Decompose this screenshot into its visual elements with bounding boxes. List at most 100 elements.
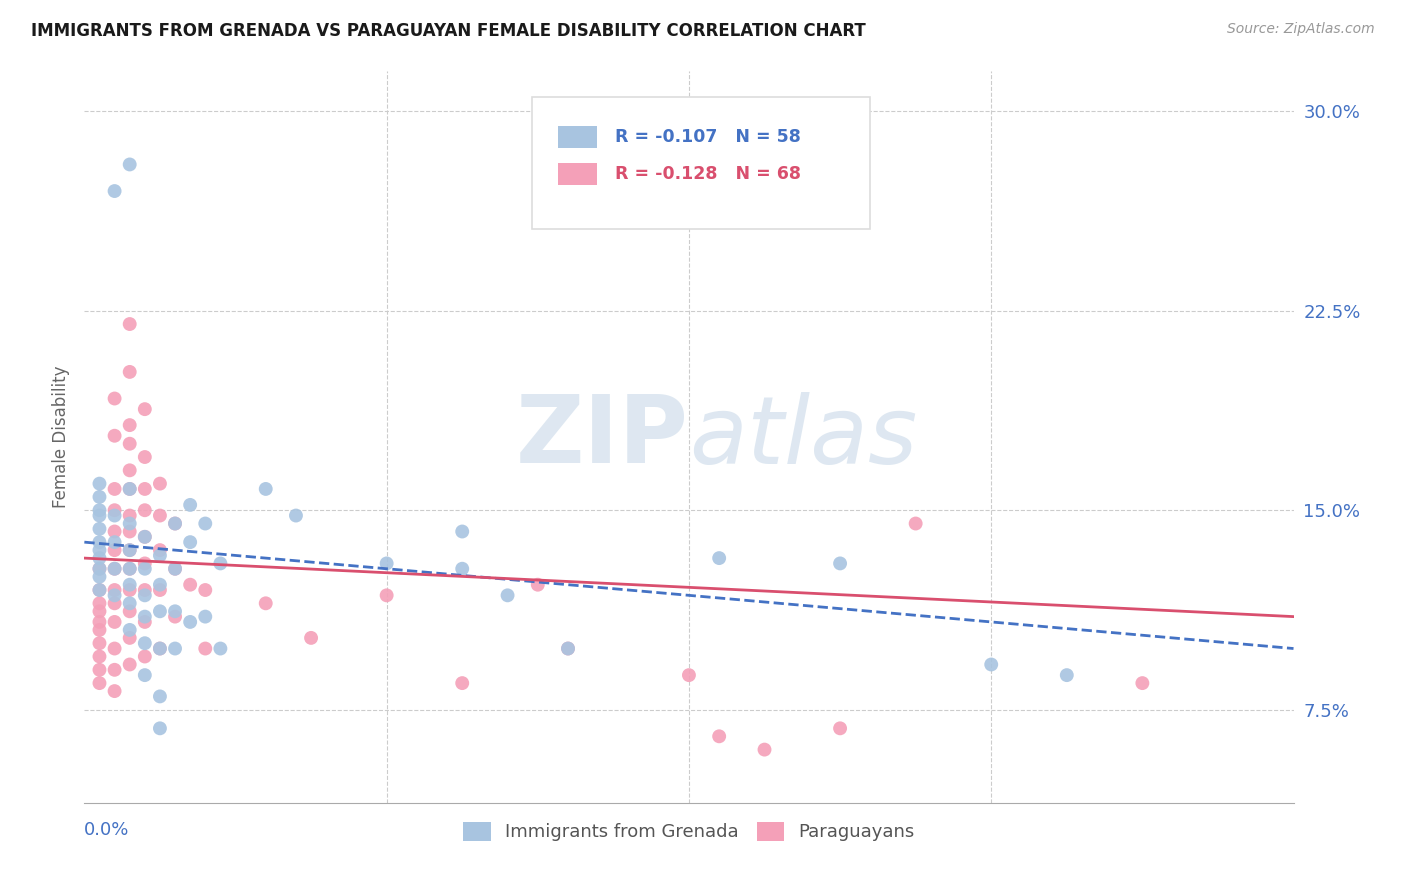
FancyBboxPatch shape: [558, 127, 598, 148]
Point: [194, 516, 217, 531]
Point: [165, 641, 187, 656]
Point: [89, 596, 111, 610]
Point: [89, 543, 111, 558]
Point: [194, 582, 217, 597]
Point: [179, 535, 201, 549]
Point: [89, 663, 111, 677]
Point: [118, 516, 141, 531]
Point: [104, 503, 127, 517]
Point: [165, 609, 187, 624]
Point: [104, 663, 127, 677]
Point: [451, 562, 474, 576]
Point: [149, 508, 172, 523]
Point: [134, 482, 156, 496]
Point: [496, 588, 519, 602]
Point: [179, 577, 201, 591]
Point: [134, 557, 156, 571]
Point: [165, 516, 187, 531]
Point: [118, 596, 141, 610]
Point: [104, 582, 127, 597]
Point: [89, 562, 111, 576]
Point: [104, 588, 127, 602]
Point: [149, 604, 172, 618]
Point: [89, 623, 111, 637]
Point: [118, 418, 141, 433]
Point: [557, 641, 579, 656]
Point: [118, 631, 141, 645]
Point: [149, 722, 172, 736]
Point: [830, 722, 852, 736]
Point: [254, 596, 277, 610]
Point: [118, 482, 141, 496]
Point: [134, 609, 156, 624]
Point: [118, 157, 141, 171]
Point: [194, 609, 217, 624]
Point: [709, 729, 731, 743]
Point: [118, 623, 141, 637]
Legend: Immigrants from Grenada, Paraguayans: Immigrants from Grenada, Paraguayans: [456, 814, 922, 848]
Point: [89, 570, 111, 584]
Point: [118, 657, 141, 672]
Point: [375, 588, 398, 602]
Point: [134, 588, 156, 602]
Point: [557, 641, 579, 656]
Point: [104, 562, 127, 576]
Point: [451, 676, 474, 690]
Point: [375, 557, 398, 571]
Point: [149, 476, 172, 491]
Point: [89, 551, 111, 566]
Point: [104, 615, 127, 629]
Point: [149, 549, 172, 563]
Text: R = -0.128   N = 68: R = -0.128 N = 68: [616, 165, 801, 183]
Point: [89, 522, 111, 536]
Point: [104, 392, 127, 406]
Point: [89, 604, 111, 618]
Point: [165, 562, 187, 576]
Point: [89, 582, 111, 597]
Point: [89, 676, 111, 690]
Point: [89, 649, 111, 664]
Point: [134, 530, 156, 544]
Point: [89, 476, 111, 491]
Point: [89, 615, 111, 629]
Text: atlas: atlas: [689, 392, 917, 483]
Point: [118, 582, 141, 597]
Point: [118, 508, 141, 523]
Point: [89, 508, 111, 523]
Text: 0.0%: 0.0%: [84, 821, 129, 839]
Point: [89, 503, 111, 517]
Point: [209, 557, 232, 571]
FancyBboxPatch shape: [531, 97, 870, 228]
Point: [104, 482, 127, 496]
Point: [285, 508, 308, 523]
Point: [149, 543, 172, 558]
Point: [118, 317, 141, 331]
Point: [118, 577, 141, 591]
Point: [118, 543, 141, 558]
Point: [118, 482, 141, 496]
Point: [1056, 668, 1078, 682]
Point: [104, 543, 127, 558]
Text: R = -0.107   N = 58: R = -0.107 N = 58: [616, 128, 801, 146]
Point: [118, 524, 141, 539]
Point: [830, 557, 852, 571]
Point: [89, 636, 111, 650]
Point: [118, 436, 141, 450]
Point: [104, 508, 127, 523]
Point: [254, 482, 277, 496]
Point: [194, 641, 217, 656]
Point: [134, 615, 156, 629]
Point: [134, 636, 156, 650]
Point: [89, 490, 111, 504]
Point: [104, 562, 127, 576]
Text: ZIP: ZIP: [516, 391, 689, 483]
Point: [149, 690, 172, 704]
Point: [118, 562, 141, 576]
Point: [134, 562, 156, 576]
Point: [134, 649, 156, 664]
Point: [118, 562, 141, 576]
Point: [527, 577, 550, 591]
Point: [451, 524, 474, 539]
FancyBboxPatch shape: [558, 163, 598, 185]
Point: [104, 524, 127, 539]
